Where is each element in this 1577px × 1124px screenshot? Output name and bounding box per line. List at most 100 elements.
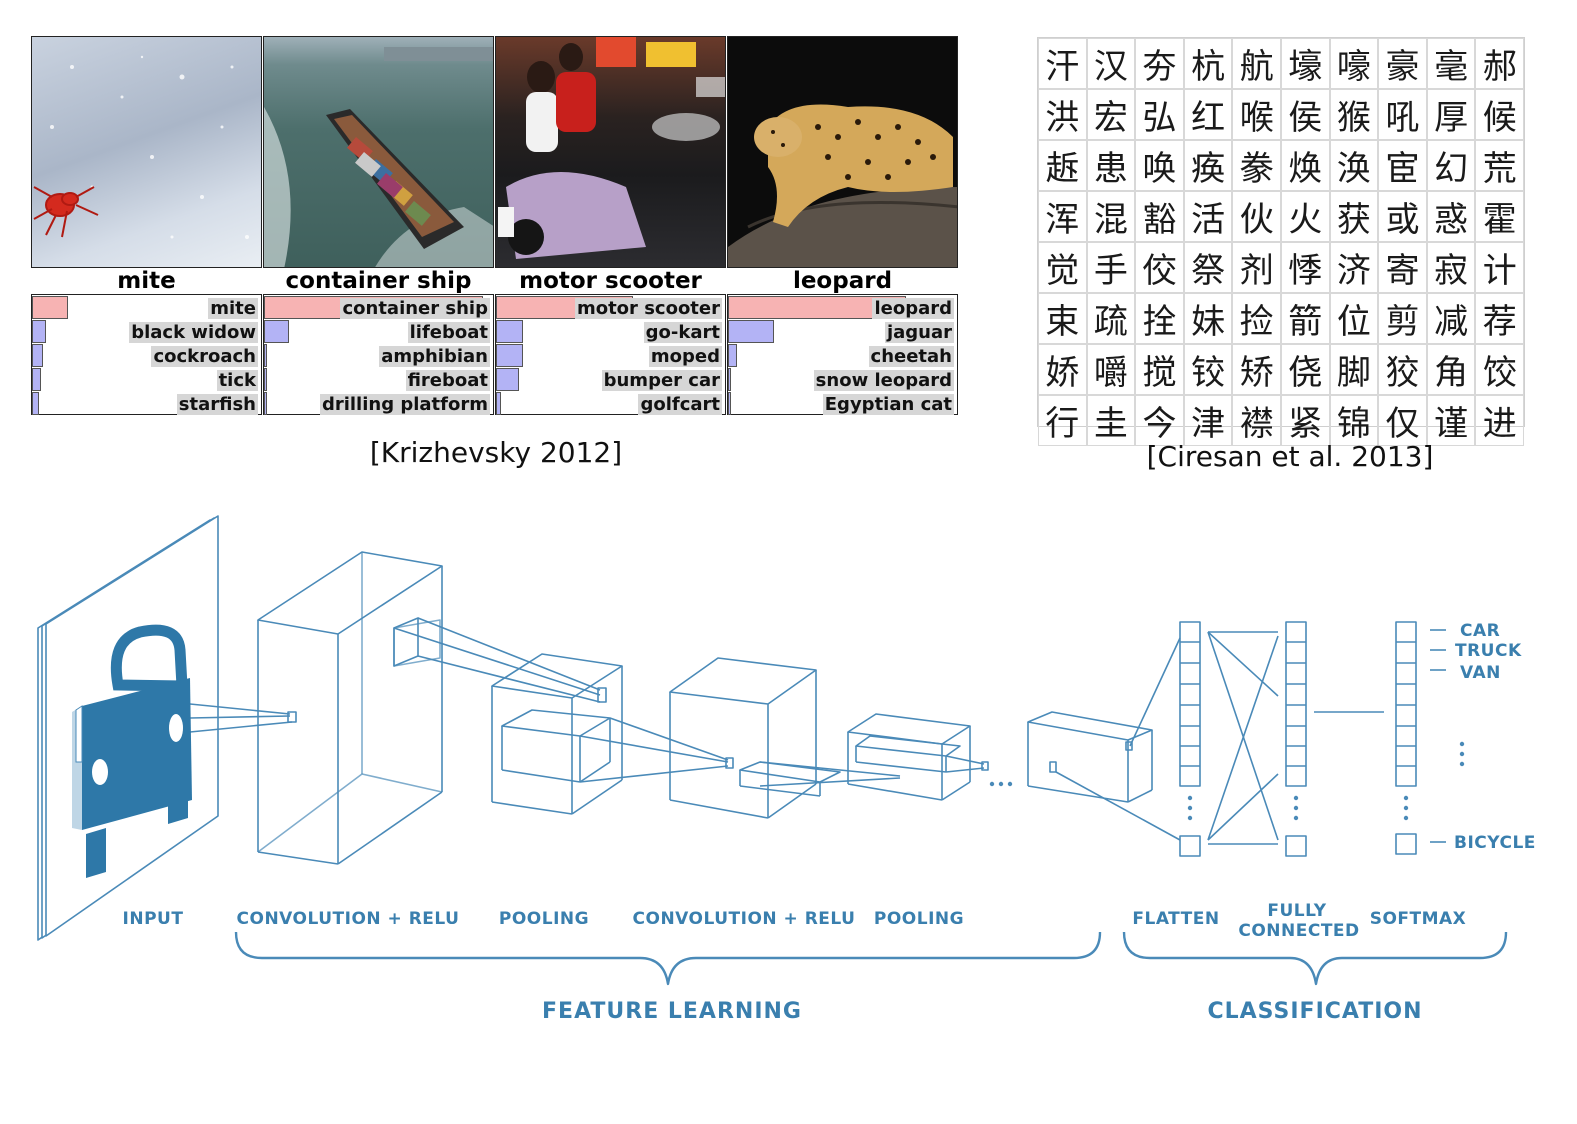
prediction-row: bumper car xyxy=(496,368,725,392)
character-cell: 今 xyxy=(1135,395,1184,446)
prediction-label: tick xyxy=(216,370,258,391)
character-cell: 毫 xyxy=(1426,38,1476,89)
softmax-layer xyxy=(1395,621,1446,855)
leopard-illustration xyxy=(728,104,957,267)
character-cell: 吼 xyxy=(1378,89,1427,140)
prediction-label: moped xyxy=(648,346,722,367)
prediction-bar xyxy=(728,392,731,415)
prediction-row: cockroach xyxy=(32,344,261,368)
prediction-label: amphibian xyxy=(379,346,490,367)
stage-label-pool1: POOLING xyxy=(499,909,589,929)
prediction-bar xyxy=(496,320,523,343)
character-cell: 霍 xyxy=(1475,191,1524,242)
class-label-car: CAR xyxy=(1460,621,1500,641)
prediction-row: leopard xyxy=(728,296,957,320)
prediction-list: container ship lifeboat amphibian firebo… xyxy=(263,294,494,415)
prediction-row: jaguar xyxy=(728,320,957,344)
prediction-list: motor scooter go-kart moped bumper car g… xyxy=(495,294,726,415)
stage-label-fc-line1: FULLY xyxy=(1267,901,1326,921)
character-cell: 疏 xyxy=(1086,293,1136,344)
character-cell: 壕 xyxy=(1280,38,1330,89)
final-feature-volume xyxy=(1027,637,1181,841)
class-label-van: VAN xyxy=(1460,663,1501,683)
prediction-list: mite black widow cockroach tick starfish xyxy=(31,294,262,415)
character-cell: 紧 xyxy=(1280,395,1330,446)
prediction-row: drilling platform xyxy=(264,392,493,416)
character-cell: 矫 xyxy=(1232,344,1281,395)
prediction-row: amphibian xyxy=(264,344,493,368)
character-cell: 箭 xyxy=(1280,293,1330,344)
classification-column-leopard: leopard leopard jaguar cheetah snow leop… xyxy=(727,36,958,416)
classification-column-motor-scooter: motor scooter motor scooter go-kart mope… xyxy=(495,36,726,416)
prediction-label: leopard xyxy=(872,298,954,319)
krizhevsky-caption: [Krizhevsky 2012] xyxy=(369,436,623,469)
prediction-bar xyxy=(496,368,519,391)
class-label-bicycle: BICYCLE xyxy=(1454,833,1536,853)
character-cell: 豪 xyxy=(1378,38,1427,89)
prediction-label: jaguar xyxy=(884,322,954,343)
character-cell: 搅 xyxy=(1135,344,1184,395)
character-cell: 或 xyxy=(1378,191,1427,242)
character-cell: 䞣 xyxy=(1038,140,1087,191)
prediction-row: fireboat xyxy=(264,368,493,392)
character-cell: 杭 xyxy=(1183,38,1233,89)
stage-label-fc-line2: CONNECTED xyxy=(1238,921,1359,941)
character-cell: 宦 xyxy=(1378,140,1427,191)
character-cell: 焕 xyxy=(1280,140,1330,191)
chinese-character-grid: 汗汉夯杭航壕嚎豪毫郝洪宏弘红喉侯猴吼厚候䞣患唤痪豢焕涣宦幻荒浑混豁活伙火获或惑霍… xyxy=(1037,37,1525,446)
prediction-bar xyxy=(264,392,267,415)
prediction-label: starfish xyxy=(176,394,258,415)
prediction-row: lifeboat xyxy=(264,320,493,344)
prediction-bar xyxy=(264,320,289,343)
character-cell: 妹 xyxy=(1183,293,1233,344)
character-cell: 祭 xyxy=(1183,242,1233,293)
prediction-row: black widow xyxy=(32,320,261,344)
ellipsis-dots xyxy=(989,781,1013,787)
prediction-bar xyxy=(32,368,41,391)
character-cell: 悸 xyxy=(1280,242,1330,293)
prediction-bar xyxy=(264,368,267,391)
character-cell: 荐 xyxy=(1475,293,1524,344)
character-cell: 豢 xyxy=(1232,140,1281,191)
character-cell: 仅 xyxy=(1378,395,1427,446)
pool2-volume xyxy=(847,713,989,801)
prediction-list: leopard jaguar cheetah snow leopard Egyp… xyxy=(727,294,958,415)
prediction-bar xyxy=(496,392,501,415)
character-cell: 夯 xyxy=(1135,38,1184,89)
pool1-volume xyxy=(491,653,734,815)
mite-bug xyxy=(33,186,99,238)
column-title: container ship xyxy=(285,268,472,294)
character-cell: 佼 xyxy=(1135,242,1184,293)
photo-mite xyxy=(31,36,262,268)
character-cell: 谨 xyxy=(1426,395,1476,446)
classification-column-container-ship: container ship container ship lifeboat a… xyxy=(263,36,494,416)
character-cell: 伙 xyxy=(1232,191,1281,242)
fc-dots xyxy=(1293,795,1299,821)
prediction-row: container ship xyxy=(264,296,493,320)
character-cell: 惑 xyxy=(1426,191,1476,242)
character-cell: 混 xyxy=(1086,191,1136,242)
character-cell: 宏 xyxy=(1086,89,1136,140)
receptive-field-2 xyxy=(393,617,607,703)
character-cell: 浑 xyxy=(1038,191,1087,242)
character-cell: 铰 xyxy=(1183,344,1233,395)
prediction-label: mite xyxy=(208,298,258,319)
cnn-architecture-diagram: INPUT CONVOLUTION + RELU POOLING CONVOLU… xyxy=(37,515,1536,1024)
character-cell: 脚 xyxy=(1329,344,1379,395)
character-cell: 锦 xyxy=(1329,395,1379,446)
prediction-row: tick xyxy=(32,368,261,392)
character-cell: 唤 xyxy=(1135,140,1184,191)
stage-label-flatten: FLATTEN xyxy=(1132,909,1219,929)
prediction-label: bumper car xyxy=(601,370,722,391)
krizhevsky-panel: mite mite black widow cockroach tick sta… xyxy=(31,36,959,416)
prediction-bar xyxy=(728,344,737,367)
prediction-bar xyxy=(728,368,731,391)
character-cell: 喉 xyxy=(1232,89,1281,140)
photo-leopard xyxy=(727,36,958,268)
character-cell: 弘 xyxy=(1135,89,1184,140)
flatten-layer xyxy=(1179,621,1201,857)
photo-container-ship xyxy=(263,36,494,268)
character-cell: 角 xyxy=(1426,344,1476,395)
character-cell: 津 xyxy=(1183,395,1233,446)
prediction-row: cheetah xyxy=(728,344,957,368)
